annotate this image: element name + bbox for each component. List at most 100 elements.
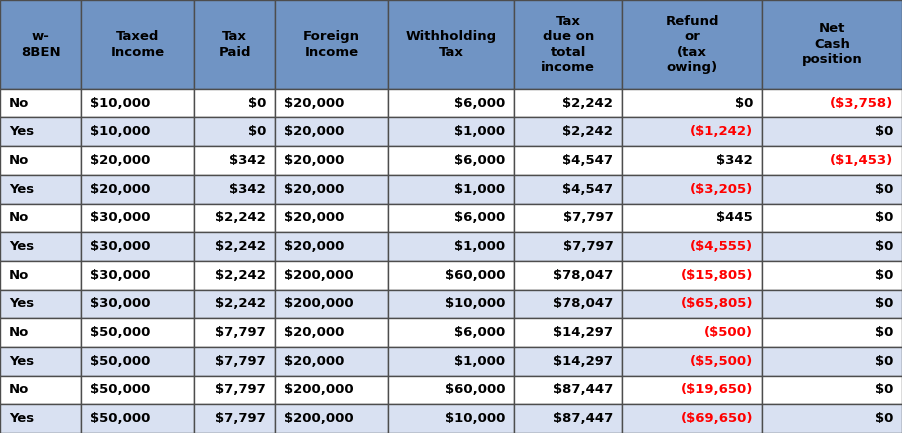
- Bar: [762, 117, 902, 146]
- Bar: [194, 117, 275, 146]
- Text: $78,047: $78,047: [553, 269, 613, 282]
- Bar: [194, 318, 275, 347]
- Text: $0: $0: [875, 384, 893, 397]
- Text: ($5,500): ($5,500): [690, 355, 753, 368]
- Bar: [194, 175, 275, 204]
- Bar: [194, 0, 275, 89]
- Text: $60,000: $60,000: [445, 269, 505, 282]
- Text: $20,000: $20,000: [284, 240, 345, 253]
- Text: Foreign
Income: Foreign Income: [303, 30, 360, 58]
- Bar: [275, 376, 388, 404]
- Text: Withholding
Tax: Withholding Tax: [405, 30, 497, 58]
- Text: No: No: [9, 154, 30, 167]
- Bar: [514, 175, 622, 204]
- Bar: [388, 0, 514, 89]
- Bar: [81, 117, 194, 146]
- Text: $20,000: $20,000: [284, 211, 345, 224]
- Text: $0: $0: [875, 211, 893, 224]
- Bar: [194, 347, 275, 376]
- Bar: [0, 290, 81, 318]
- Text: $0: $0: [875, 125, 893, 138]
- Text: $0: $0: [875, 326, 893, 339]
- Bar: [0, 347, 81, 376]
- Bar: [0, 318, 81, 347]
- Text: $1,000: $1,000: [454, 125, 505, 138]
- Bar: [0, 175, 81, 204]
- Text: Yes: Yes: [9, 240, 34, 253]
- Bar: [388, 117, 514, 146]
- Text: Refund
or
(tax
owing): Refund or (tax owing): [666, 15, 719, 74]
- Text: No: No: [9, 97, 30, 110]
- Text: $2,242: $2,242: [216, 240, 266, 253]
- Bar: [275, 204, 388, 232]
- Bar: [762, 89, 902, 117]
- Text: $30,000: $30,000: [90, 240, 151, 253]
- Bar: [81, 376, 194, 404]
- Bar: [275, 318, 388, 347]
- Text: ($3,758): ($3,758): [830, 97, 893, 110]
- Text: $20,000: $20,000: [90, 183, 151, 196]
- Bar: [762, 347, 902, 376]
- Bar: [762, 0, 902, 89]
- Bar: [762, 261, 902, 290]
- Text: $2,242: $2,242: [216, 211, 266, 224]
- Bar: [275, 117, 388, 146]
- Bar: [514, 117, 622, 146]
- Text: $6,000: $6,000: [454, 154, 505, 167]
- Bar: [388, 290, 514, 318]
- Text: $20,000: $20,000: [284, 355, 345, 368]
- Text: $200,000: $200,000: [284, 384, 354, 397]
- Bar: [0, 89, 81, 117]
- Text: Yes: Yes: [9, 125, 34, 138]
- Bar: [762, 232, 902, 261]
- Text: $445: $445: [716, 211, 753, 224]
- Bar: [194, 404, 275, 433]
- Text: $0: $0: [735, 97, 753, 110]
- Text: $7,797: $7,797: [563, 211, 613, 224]
- Text: $0: $0: [875, 240, 893, 253]
- Text: $14,297: $14,297: [553, 326, 613, 339]
- Text: ($3,205): ($3,205): [690, 183, 753, 196]
- Bar: [81, 232, 194, 261]
- Text: $30,000: $30,000: [90, 211, 151, 224]
- Bar: [81, 261, 194, 290]
- Text: ($69,650): ($69,650): [681, 412, 753, 425]
- Text: $200,000: $200,000: [284, 412, 354, 425]
- Text: $30,000: $30,000: [90, 269, 151, 282]
- Bar: [762, 175, 902, 204]
- Bar: [0, 0, 81, 89]
- Text: $342: $342: [229, 183, 266, 196]
- Text: $7,797: $7,797: [216, 384, 266, 397]
- Text: Taxed
Income: Taxed Income: [110, 30, 165, 58]
- Bar: [194, 146, 275, 175]
- Bar: [81, 175, 194, 204]
- Text: $2,242: $2,242: [563, 97, 613, 110]
- Bar: [194, 232, 275, 261]
- Text: $0: $0: [248, 125, 266, 138]
- Text: $200,000: $200,000: [284, 297, 354, 310]
- Bar: [0, 376, 81, 404]
- Text: $7,797: $7,797: [216, 326, 266, 339]
- Text: $20,000: $20,000: [284, 183, 345, 196]
- Bar: [514, 89, 622, 117]
- Text: Yes: Yes: [9, 412, 34, 425]
- Bar: [81, 347, 194, 376]
- Text: $50,000: $50,000: [90, 412, 151, 425]
- Bar: [514, 347, 622, 376]
- Text: Net
Cash
position: Net Cash position: [802, 23, 862, 66]
- Bar: [762, 146, 902, 175]
- Bar: [81, 290, 194, 318]
- Text: $10,000: $10,000: [445, 412, 505, 425]
- Bar: [514, 404, 622, 433]
- Text: $14,297: $14,297: [553, 355, 613, 368]
- Bar: [275, 290, 388, 318]
- Bar: [275, 232, 388, 261]
- Text: $10,000: $10,000: [90, 97, 151, 110]
- Text: $0: $0: [248, 97, 266, 110]
- Text: $0: $0: [875, 269, 893, 282]
- Text: $20,000: $20,000: [284, 97, 345, 110]
- Bar: [81, 146, 194, 175]
- Text: ($15,805): ($15,805): [681, 269, 753, 282]
- Text: $78,047: $78,047: [553, 297, 613, 310]
- Text: No: No: [9, 326, 30, 339]
